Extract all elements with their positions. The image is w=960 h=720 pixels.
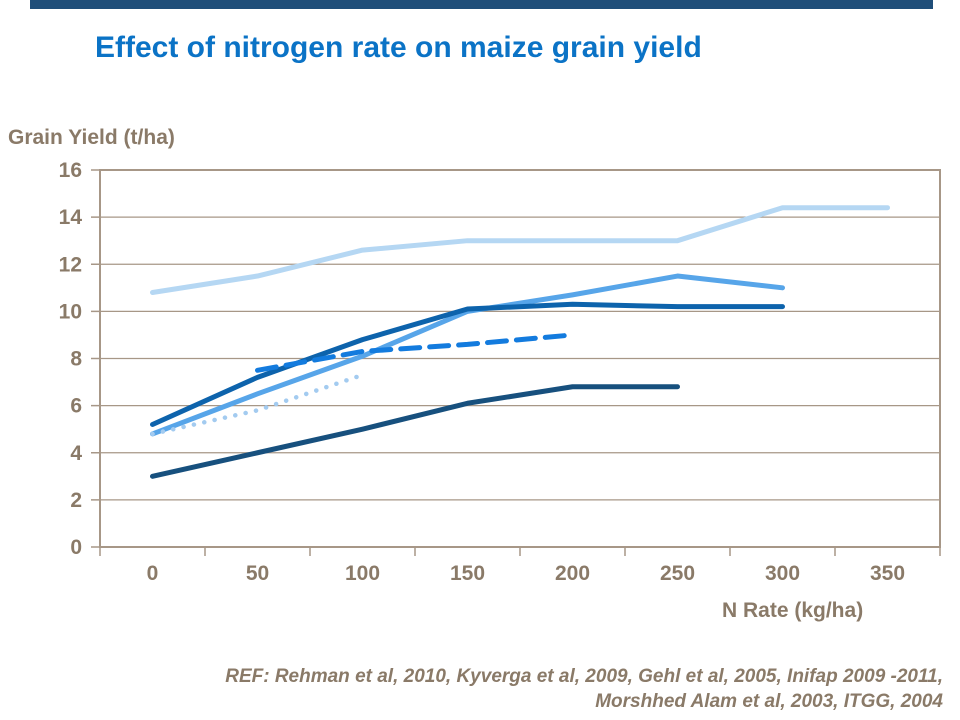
reference-line-1: REF: Rehman et al, 2010, Kyverga et al, … [225, 666, 943, 687]
x-tick-label-300: 300 [765, 562, 800, 585]
series-dashed-blue-line [255, 332, 575, 373]
series-medium-blue-line [150, 273, 785, 437]
top-accent-bar [30, 0, 933, 9]
series-pale-blue-line [150, 205, 890, 296]
y-tick-label-6: 6 [70, 395, 82, 418]
x-tick-label-0: 0 [147, 562, 159, 585]
chart-title: Effect of nitrogen rate on maize grain y… [95, 31, 702, 64]
series-dotted-pale-blue-line [150, 372, 365, 437]
reference-line-2: Morshhed Alam et al, 2003, ITGG, 2004 [595, 691, 943, 712]
y-tick-label-12: 12 [59, 253, 82, 276]
reference-text: REF: Rehman et al, 2010, Kyverga et al, … [43, 664, 943, 714]
y-tick-label-0: 0 [70, 536, 82, 559]
y-tick-label-8: 8 [70, 348, 82, 371]
y-tick-label-16: 16 [59, 159, 82, 182]
y-tick-label-4: 4 [70, 442, 82, 465]
series-navy-blue-line [150, 384, 680, 479]
x-tick-label-350: 350 [870, 562, 905, 585]
x-tick-label-250: 250 [660, 562, 695, 585]
y-axis-title: Grain Yield (t/ha) [8, 126, 175, 149]
x-tick-label-50: 50 [246, 562, 269, 585]
y-tick-label-2: 2 [70, 489, 82, 512]
x-axis-title: N Rate (kg/ha) [722, 599, 864, 622]
x-tick-label-100: 100 [345, 562, 380, 585]
x-tick-label-150: 150 [450, 562, 485, 585]
series-dark-blue-line [150, 301, 785, 427]
x-tick-label-200: 200 [555, 562, 590, 585]
y-tick-label-14: 14 [59, 206, 83, 229]
y-tick-label-10: 10 [59, 300, 82, 323]
